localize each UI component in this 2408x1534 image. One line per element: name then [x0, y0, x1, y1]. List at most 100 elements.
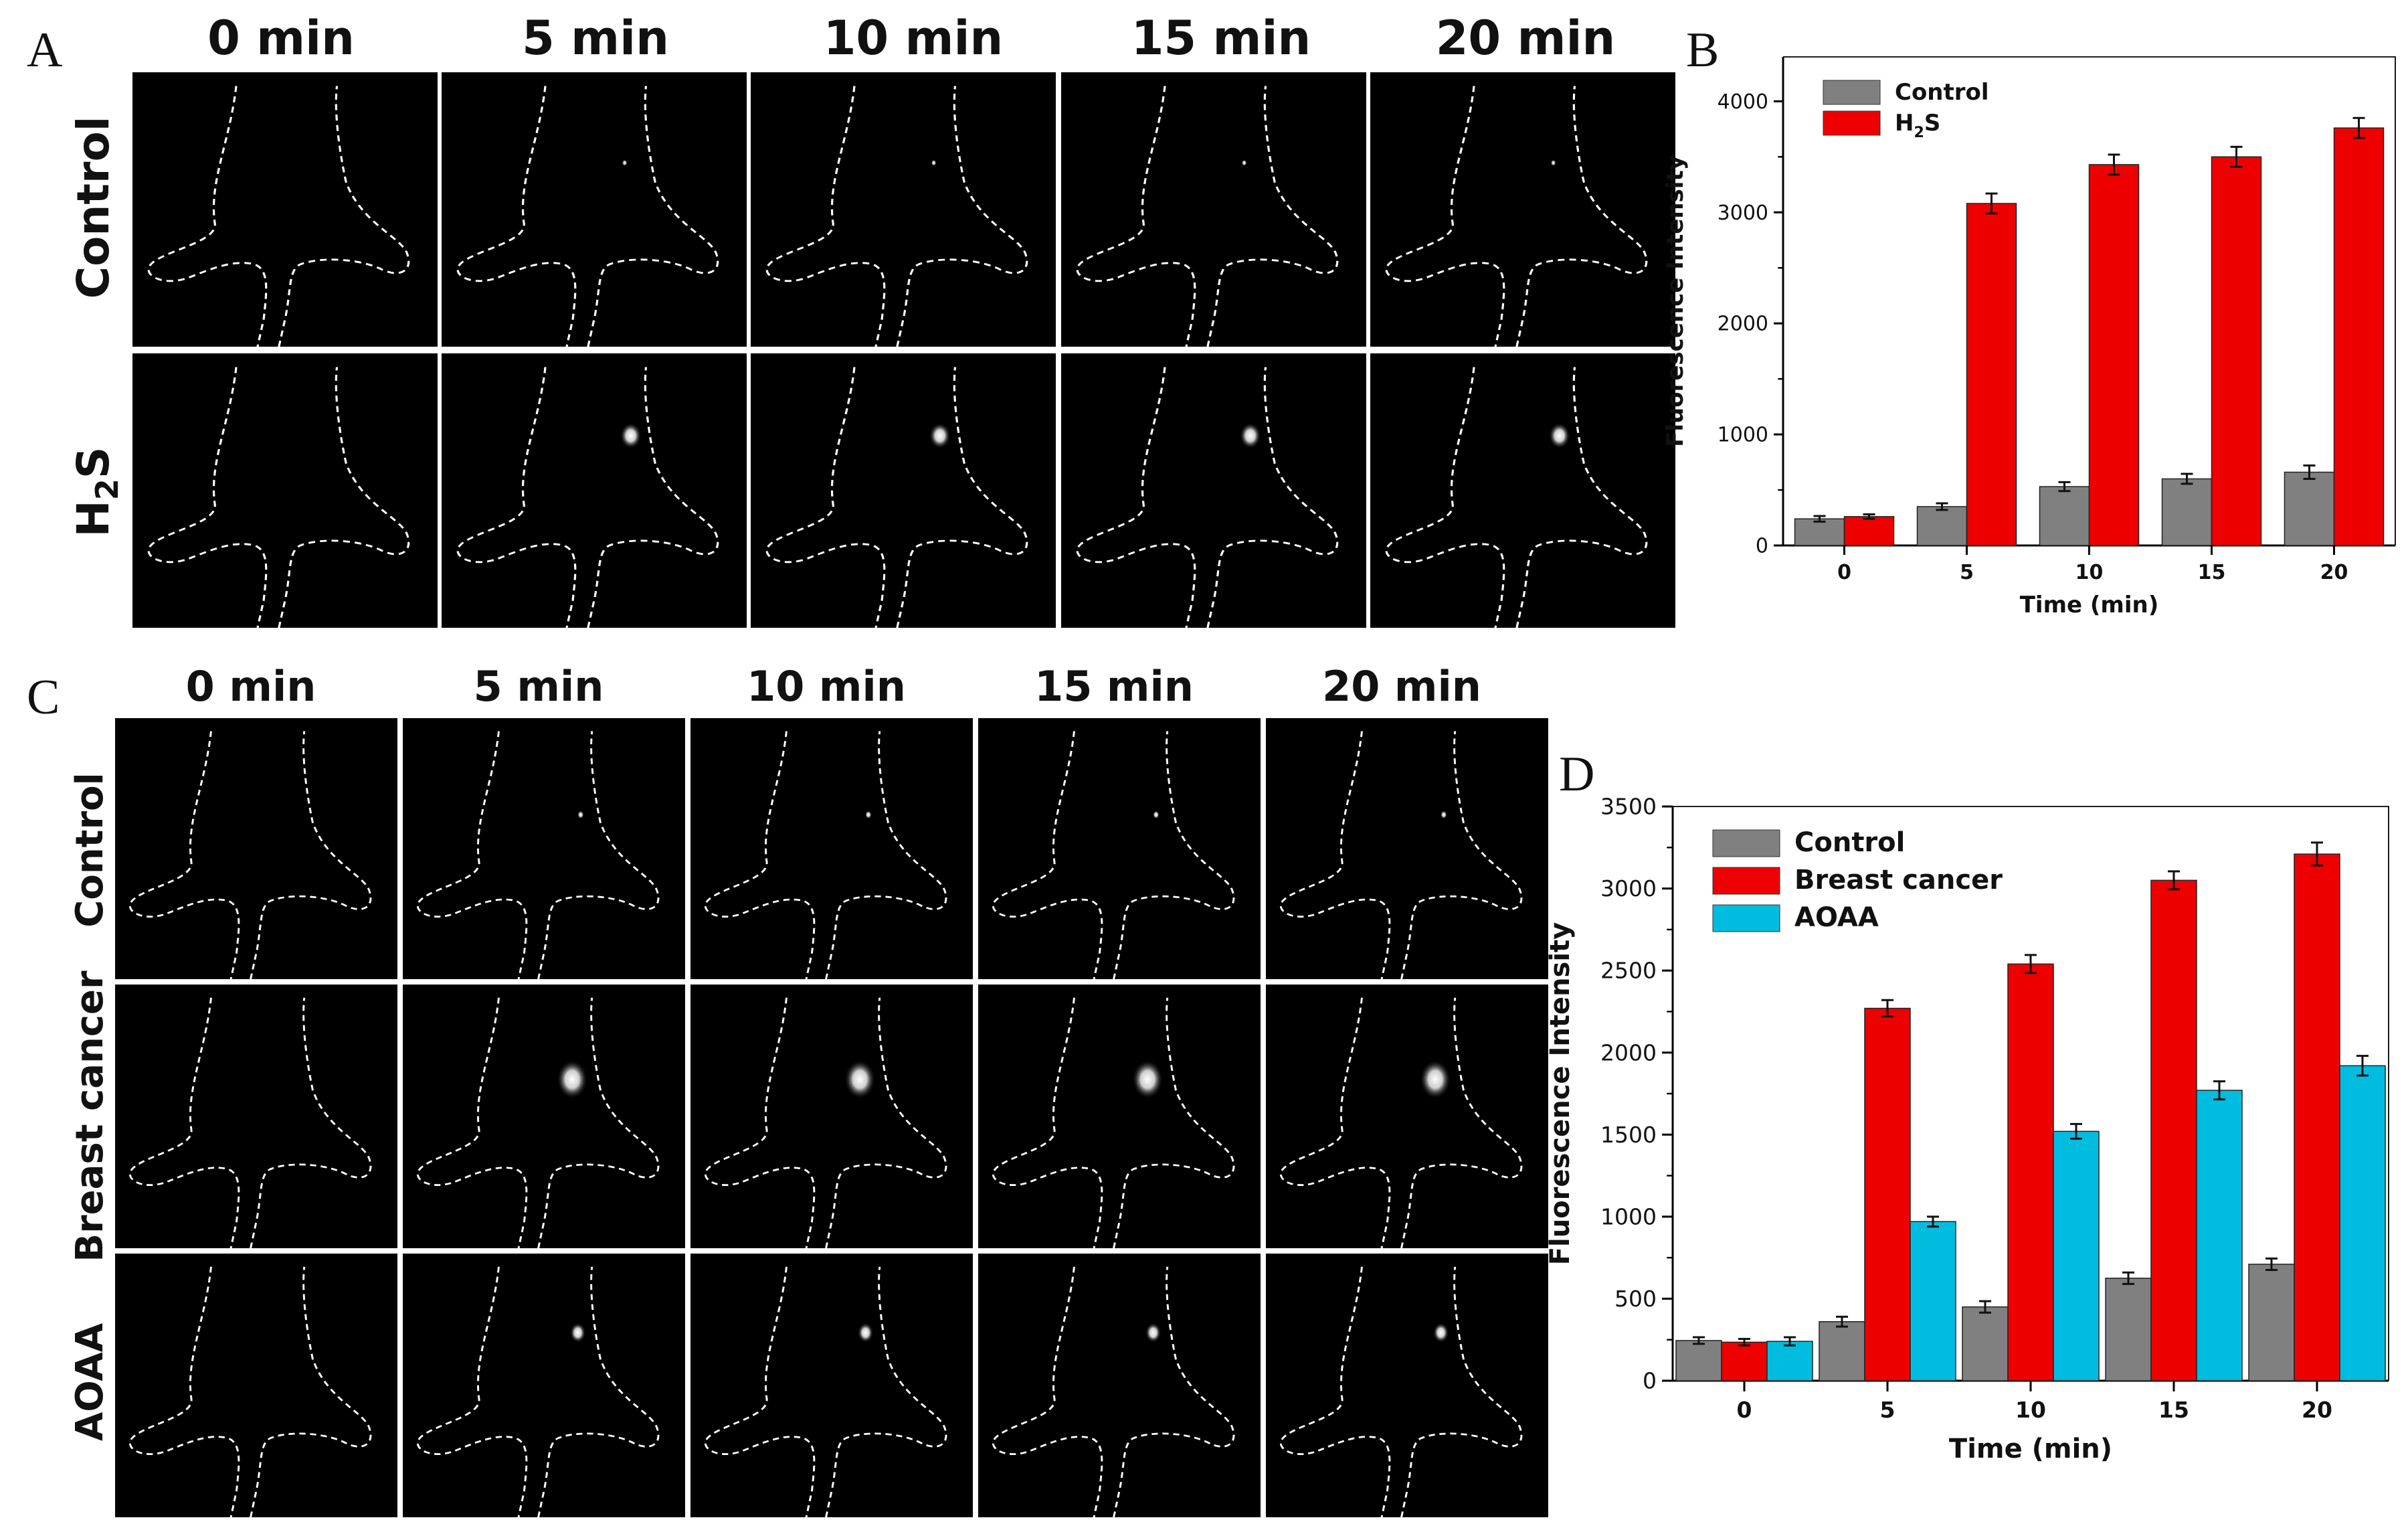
panel-c-cell-breast-cancer-4	[1266, 985, 1548, 1248]
bar-control-5	[1819, 1320, 1865, 1381]
x-tick-label: 5	[1880, 1397, 1895, 1423]
fluorescence-spot	[1440, 810, 1447, 819]
fluorescence-spot	[620, 422, 642, 449]
panel-c-cell-breast-cancer-3	[978, 985, 1261, 1248]
fluorescence-spot	[864, 810, 872, 819]
error-bar	[2108, 153, 2120, 176]
x-tick-label: 20	[2320, 561, 2348, 584]
axes-frame	[1782, 57, 2395, 547]
cell-outline	[705, 997, 947, 1248]
panel-a-cell-control-3	[1061, 72, 1366, 347]
legend-label: Breast cancer	[1794, 865, 2003, 896]
error-bar	[2070, 1122, 2082, 1140]
panel-c-cell-aoaa-3	[978, 1254, 1261, 1517]
error-bar	[2265, 1257, 2278, 1272]
x-tick-label: 20	[2302, 1397, 2332, 1423]
legend-swatch	[1712, 829, 1780, 857]
panel-a-header-15min: 15 min	[1131, 11, 1311, 66]
panel-c-header-0min: 0 min	[185, 662, 316, 711]
panel-c-row-label-aoaa: AOAA	[68, 1323, 112, 1442]
cell-outline	[1076, 86, 1339, 347]
bar-aoaa-15	[2196, 1090, 2243, 1381]
cell-outline	[765, 367, 1028, 628]
panel-letter-b: B	[1686, 23, 1720, 78]
error-bar	[2181, 473, 2193, 485]
y-tick-label: 1500	[1600, 1122, 1657, 1148]
panel-a-row-label-control: Control	[68, 116, 119, 299]
panel-c-cell-control-2	[690, 718, 973, 979]
error-bar	[2122, 1271, 2134, 1285]
x-tick-label: 5	[1960, 561, 1974, 584]
panel-a-cell-h2s-0	[132, 353, 438, 628]
y-tick-label: 2000	[1600, 1039, 1657, 1066]
y-tick-label: 500	[1614, 1286, 1657, 1312]
panel-letter-a: A	[27, 23, 63, 78]
cell-outline	[992, 1266, 1235, 1517]
panel-a-cell-control-2	[751, 72, 1056, 347]
y-tick-label: 2000	[1718, 313, 1768, 336]
legend-label: AOAA	[1794, 902, 1879, 933]
cell-outline	[456, 86, 719, 347]
error-bar	[1985, 192, 1998, 215]
legend-swatch	[1823, 80, 1881, 105]
bar-aoaa-0	[1766, 1341, 1813, 1381]
panel-a-header-0min: 0 min	[207, 11, 355, 66]
bar-control-10	[1962, 1306, 2009, 1381]
bar-h2s-20	[2333, 127, 2385, 546]
legend-swatch	[1712, 904, 1780, 932]
bar-control-15	[2161, 478, 2213, 546]
y-tick-label: 1000	[1718, 424, 1768, 447]
chart-d: 0 500 1000 1500 2000 2500 3000 3500 0 5 10 15 20 Time…	[1545, 794, 2389, 1464]
y-tick-label: 3500	[1600, 794, 1657, 820]
fluorescence-spot	[556, 1059, 588, 1100]
panel-a-row-label-h2s: H2S	[68, 446, 125, 537]
panel-c-header-20min: 20 min	[1322, 662, 1481, 711]
cell-outline	[129, 731, 372, 979]
axes-frame-top-right	[1673, 806, 2389, 1381]
fluorescence-spot	[1131, 1059, 1164, 1100]
fluorescence-spot	[1241, 159, 1247, 167]
y-axis-title: Fluorescence Intensity	[1545, 922, 1576, 1266]
error-bar	[2025, 954, 2037, 974]
bar-control-10	[2039, 486, 2090, 546]
panel-a-cell-h2s-1	[442, 353, 747, 628]
panel-a-header-20min: 20 min	[1435, 11, 1616, 66]
panel-c-cell-aoaa-4	[1266, 1254, 1548, 1517]
error-bar	[1979, 1300, 1991, 1314]
fluorescence-spot	[844, 1059, 876, 1100]
bar-breast-cancer-20	[2294, 853, 2340, 1381]
error-bar	[2058, 481, 2071, 493]
panel-c-cell-breast-cancer-2	[690, 985, 973, 1248]
y-tick-label: 0	[1756, 535, 1768, 558]
error-bar	[1813, 515, 1826, 523]
cell-outline	[1385, 86, 1648, 347]
axes-frame	[1671, 806, 2389, 1382]
panel-a-cell-h2s-4	[1370, 353, 1675, 628]
y-tick-label: 0	[1643, 1368, 1657, 1394]
cell-outline	[129, 1266, 372, 1517]
error-bar	[1738, 1337, 1750, 1347]
cell-outline	[992, 997, 1235, 1248]
axes-frame-top-right	[1783, 56, 2396, 545]
bar-breast-cancer-15	[2150, 879, 2197, 1381]
panel-c-cell-aoaa-2	[690, 1254, 973, 1517]
panel-a-cell-control-4	[1370, 72, 1675, 347]
error-bar	[2352, 116, 2365, 139]
legend-label: H2S	[1895, 110, 1940, 141]
panel-a-header-5min: 5 min	[522, 11, 669, 66]
legend-swatch	[1712, 867, 1780, 895]
bar-breast-cancer-10	[2007, 963, 2054, 1381]
error-bar	[1693, 1336, 1705, 1345]
bar-h2s-5	[1966, 203, 2017, 546]
panel-a-cell-h2s-3	[1061, 353, 1366, 628]
bar-aoaa-5	[1910, 1221, 1956, 1381]
bar-h2s-10	[2088, 164, 2140, 546]
panel-c-cell-aoaa-1	[403, 1254, 685, 1517]
x-tick-label: 15	[2198, 561, 2226, 584]
panel-a-cell-control-0	[132, 72, 438, 347]
error-bar	[2303, 464, 2316, 480]
error-bar	[1881, 999, 1893, 1018]
panel-c-cell-control-4	[1266, 718, 1548, 979]
error-bar	[2230, 145, 2243, 168]
